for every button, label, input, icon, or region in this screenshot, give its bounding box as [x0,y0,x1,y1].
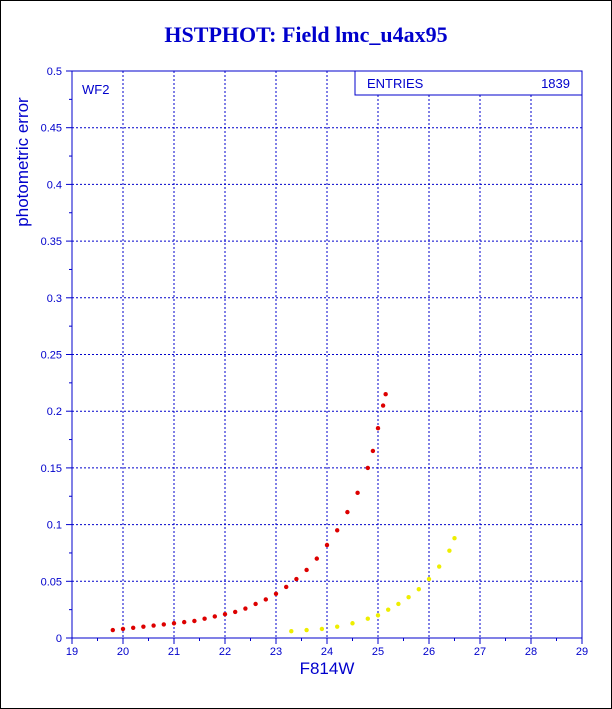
data-point [304,567,309,573]
chart-title: HSTPHOT: Field lmc_u4ax95 [164,22,448,47]
data-point [386,607,391,612]
y-axis-title: photometric error [13,97,32,227]
data-point [447,548,452,553]
data-point [380,403,386,408]
y-tick-label: 0.05 [41,576,62,588]
data-point [294,576,299,582]
y-tick-label: 0.4 [47,179,62,191]
data-point [171,621,177,626]
x-tick-label: 25 [372,646,384,658]
y-tick-label: 0 [56,633,62,645]
x-tick-label: 19 [66,646,78,658]
y-tick-label: 0.35 [41,236,62,248]
data-point [355,490,360,496]
data-point [161,622,166,627]
data-point [324,542,330,548]
data-point [222,611,228,617]
y-tick-labels: 0 0.05 0.1 0.15 0.2 0.25 0.3 0.35 0.4 0.45 0.5 [41,66,62,645]
data-point [406,594,411,600]
data-point [416,587,421,592]
data-point [452,536,457,541]
data-point [365,616,370,621]
x-tick-label: 29 [576,646,588,658]
data-point [345,509,350,515]
x-axis-title: F814W [300,659,355,678]
data-point [437,564,442,569]
x-tick-labels: 19 20 21 22 23 24 25 26 27 28 29 [66,646,588,658]
x-tick-label: 22 [219,646,231,658]
data-point [151,623,156,628]
data-point [375,613,381,618]
stats-box: ENTRIES 1839 [354,70,583,96]
x-tick-label: 20 [117,646,129,658]
data-point [314,556,319,561]
data-point [335,624,340,629]
data-point [284,584,289,590]
data-point [131,625,136,630]
data-point [370,448,376,454]
axis-ticks [66,70,583,644]
x-tick-label: 28 [525,646,537,658]
data-point [335,528,340,533]
x-tick-label: 26 [423,646,435,658]
x-tick-label: 24 [321,646,333,658]
data-point [350,621,355,626]
data-point [304,627,309,633]
y-tick-label: 0.1 [47,520,62,532]
y-tick-label: 0.25 [41,350,62,362]
panel-label: WF2 [82,82,109,97]
y-tick-label: 0.2 [47,406,62,418]
data-point [319,626,325,632]
data-point [182,619,187,625]
y-tick-label: 0.15 [41,463,62,475]
data-point [426,576,432,582]
y-tick-label: 0.5 [47,66,62,78]
data-point [120,626,126,632]
x-tick-label: 27 [474,646,486,658]
data-point [253,601,258,607]
data-point [383,391,388,397]
stats-entries-label: ENTRIES [367,76,424,91]
data-point [202,616,207,621]
data-point [263,597,268,602]
y-tick-label: 0.3 [47,293,62,305]
data-points [110,391,457,634]
x-tick-label: 23 [270,646,282,658]
data-point [375,426,381,431]
data-point [365,465,370,471]
data-point [273,591,279,596]
data-point [192,618,197,624]
data-point [212,614,217,619]
y-tick-label: 0.45 [41,123,62,135]
data-point [396,601,401,607]
stats-entries-value: 1839 [541,76,570,91]
data-point [289,628,294,634]
data-point [233,609,238,615]
data-point [141,624,146,629]
x-tick-label: 21 [168,646,180,658]
data-point [110,627,116,633]
data-point [243,606,248,611]
stats-box-frame [354,70,583,96]
